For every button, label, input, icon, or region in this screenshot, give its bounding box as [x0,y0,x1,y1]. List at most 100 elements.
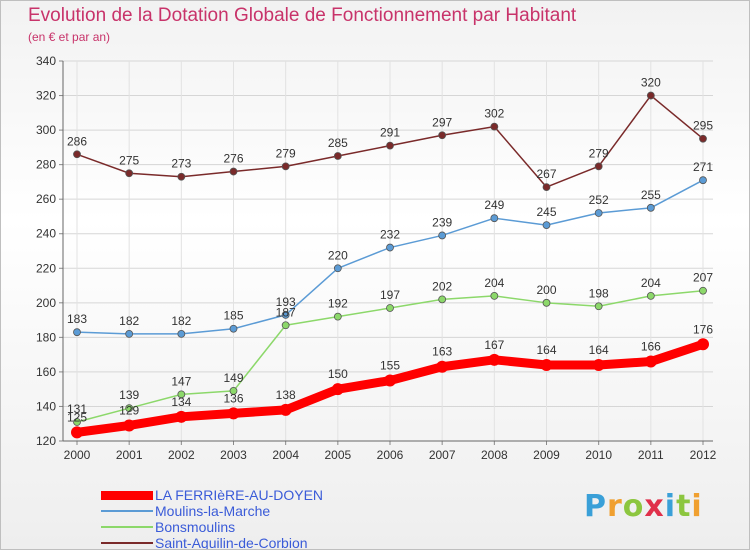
x-tick-label: 2005 [324,448,351,462]
data-label: 279 [276,146,296,160]
data-point [386,243,394,252]
y-tick-label: 220 [36,261,56,275]
data-label: 139 [119,388,139,402]
data-label: 164 [589,343,609,357]
proxiti-logo: Proxiti [584,489,703,524]
data-point [594,302,603,311]
data-point [177,330,186,338]
x-tick-label: 2010 [585,448,612,462]
data-point [125,330,134,338]
data-label: 138 [276,388,296,402]
data-label: 255 [641,188,661,202]
data-point [125,404,134,413]
legend-label: LA FERRIèRE-AU-DOYEN [155,487,324,503]
y-tick-label: 300 [36,123,56,137]
data-point [229,324,238,333]
data-label: 150 [328,367,348,381]
data-label: 239 [432,215,452,229]
legend-item: Moulins-la-Marche [101,503,323,519]
data-point [73,150,81,159]
data-label: 129 [119,403,139,417]
y-tick-label: 140 [36,399,56,413]
data-label: 164 [536,343,556,357]
data-point [644,355,657,368]
data-label: 267 [536,167,556,181]
data-point [229,167,238,176]
data-point [490,292,499,300]
data-point [281,321,290,330]
data-point [699,134,707,143]
data-point [384,374,396,387]
x-tick-label: 2012 [690,448,717,462]
data-label: 182 [119,314,139,328]
data-point [125,169,134,178]
data-label: 207 [693,271,713,285]
x-tick-label: 2003 [220,448,247,462]
data-point [333,264,342,273]
data-point [592,359,605,371]
legend-label: Saint-Aquilin-de-Corbion [155,535,308,550]
data-label: 202 [432,279,452,293]
y-tick-label: 180 [36,330,56,344]
data-label: 285 [328,136,348,150]
data-label: 187 [276,305,296,319]
legend-label: Moulins-la-Marche [155,503,271,519]
data-label: 131 [67,402,87,416]
data-point [71,426,83,439]
data-point [281,311,290,319]
data-label: 183 [67,312,87,326]
data-label: 302 [484,107,504,121]
data-label: 252 [589,193,609,207]
data-label: 249 [484,198,504,212]
x-tick-label: 2006 [377,448,404,462]
data-point [646,292,655,300]
data-label: 147 [171,374,191,388]
legend-item: Saint-Aquilin-de-Corbion [101,535,323,550]
data-point [177,390,186,399]
data-point [279,403,292,416]
chart-subtitle: (en € et par an) [28,30,111,44]
x-tick-label: 2008 [481,448,508,462]
data-point [281,162,290,171]
data-label: 182 [171,314,191,328]
data-point [540,359,553,371]
y-tick-label: 280 [36,158,56,172]
data-label: 291 [380,126,400,140]
legend-item: Bonsmoulins [101,519,323,535]
data-label: 176 [693,322,713,336]
legend-swatch [101,490,153,500]
legend-swatch [101,510,153,512]
data-label: 273 [171,157,191,171]
legend-label: Bonsmoulins [155,519,236,535]
x-tick-label: 2007 [429,448,456,462]
data-point [331,383,344,396]
data-point [542,183,551,191]
data-label: 320 [641,76,661,90]
data-point [490,214,499,223]
x-tick-label: 2002 [168,448,195,462]
data-label: 134 [171,395,191,409]
x-tick-label: 2004 [272,448,299,462]
data-label: 286 [67,134,87,148]
data-label: 275 [119,153,139,167]
data-label: 276 [223,152,243,166]
data-label: 149 [223,371,243,385]
x-tick-label: 2001 [116,448,143,462]
data-label: 271 [693,160,713,174]
data-point [542,298,551,307]
data-point [175,410,188,423]
data-point [386,304,394,312]
data-point [438,131,447,140]
data-point [438,231,447,240]
legend-swatch [101,542,153,544]
data-point [594,162,603,171]
y-tick-label: 320 [36,89,56,103]
data-point [229,387,238,395]
data-point [436,360,449,373]
data-label: 279 [589,146,609,160]
data-point [73,328,81,337]
data-label: 220 [328,248,348,262]
legend: LA FERRIèRE-AU-DOYEN Moulins-la-Marche Bon… [101,487,324,550]
data-label: 204 [641,276,661,290]
data-label: 185 [223,309,243,323]
